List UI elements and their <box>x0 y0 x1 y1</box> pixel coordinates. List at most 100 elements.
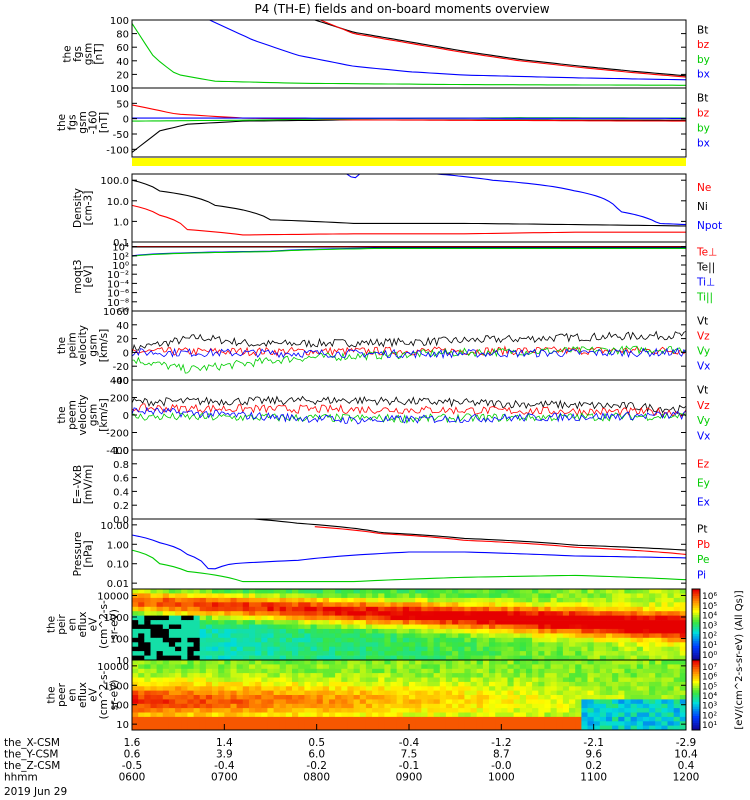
spectrogram-cell <box>168 695 176 700</box>
spectrogram-cell <box>279 611 287 616</box>
spectrogram-cell <box>292 677 299 683</box>
spectrogram-cell <box>470 716 478 722</box>
spectrogram-cell <box>495 624 502 630</box>
spectrogram-cell <box>476 642 484 648</box>
spectrogram-cell <box>365 624 373 630</box>
spectrogram-cell <box>279 637 287 643</box>
spectrogram-cell <box>150 602 158 608</box>
spectrogram-cell <box>150 615 158 621</box>
spectrogram-cell <box>587 628 595 634</box>
spectrogram-cell <box>538 633 545 639</box>
spectrogram-cell <box>550 628 558 634</box>
spectrogram-cell <box>249 725 256 731</box>
spectrogram-cell <box>168 615 176 621</box>
spectrogram-cell <box>618 673 625 678</box>
spectrogram-cell <box>402 646 410 652</box>
spectrogram-cell <box>267 651 274 656</box>
spectrogram-cell <box>372 703 379 709</box>
spectrogram-cell <box>661 624 668 630</box>
spectrogram-cell <box>335 699 342 705</box>
y-tick-label: -40 <box>113 376 129 387</box>
spectrogram-cell <box>267 602 274 608</box>
spectrogram-cell <box>168 686 176 692</box>
spectrogram-cell <box>205 611 213 616</box>
panel-frame <box>131 379 687 451</box>
spectrogram-cell <box>513 681 521 687</box>
spectrogram-cell <box>224 712 231 718</box>
spectrogram-cell <box>569 655 576 661</box>
spectrogram-cell <box>550 712 558 718</box>
spectrogram-cell <box>310 660 318 665</box>
spectrogram-cell <box>507 725 515 731</box>
spectrogram-cell <box>489 664 496 670</box>
spectrogram-cell <box>199 695 207 700</box>
spectrogram-cell <box>532 716 539 722</box>
spectrogram-cell <box>372 673 379 678</box>
spectrogram-cell <box>569 628 576 634</box>
y-axis-label: fgs <box>72 46 84 62</box>
spectrogram-cell <box>661 633 668 639</box>
spectrogram-cell <box>230 708 238 713</box>
colorbar-cell <box>692 692 700 696</box>
spectrogram-cell <box>390 664 398 670</box>
spectrogram-cell <box>513 589 521 594</box>
spectrogram-cell <box>261 712 268 718</box>
spectrogram-cell <box>439 708 447 713</box>
spectrogram-cell <box>679 681 687 687</box>
y-axis-label: gsm <box>88 404 100 426</box>
spectrogram-cell <box>575 589 582 594</box>
spectrogram-cell <box>335 677 342 683</box>
spectrogram-cell <box>550 589 558 594</box>
spectrogram-cell <box>409 721 416 727</box>
spectrogram-cell <box>649 597 656 603</box>
spectrogram-cell <box>544 681 551 687</box>
spectrogram-cell <box>402 589 410 594</box>
colorbar-cell <box>692 624 700 628</box>
spectrogram-cell <box>581 695 588 700</box>
spectrogram-cell <box>476 606 484 612</box>
spectrogram-cell <box>593 712 601 718</box>
spectrogram-cell <box>372 721 379 727</box>
spectrogram-cell <box>673 681 681 687</box>
spectrogram-cell <box>218 690 225 696</box>
spectrogram-cell <box>316 597 324 603</box>
spectrogram-cell <box>415 593 422 599</box>
spectrogram-cell <box>636 624 644 630</box>
spectrogram-cell <box>347 681 354 687</box>
series-line-vy <box>132 345 687 374</box>
spectrogram-cell <box>649 606 656 612</box>
spectrogram-cell <box>187 712 194 718</box>
spectrogram-cell <box>156 606 164 612</box>
spectrogram-cell <box>673 624 681 630</box>
spectrogram-cell <box>526 593 533 599</box>
spectrogram-cell <box>138 681 145 687</box>
spectrogram-cell <box>452 655 459 661</box>
spectrogram-cell <box>655 597 662 603</box>
spectrogram-cell <box>304 721 311 727</box>
spectrogram-cell <box>212 660 219 665</box>
spectrogram-cell <box>138 664 145 670</box>
spectrogram-cell <box>581 620 588 625</box>
series-line-ti|| <box>131 247 686 257</box>
spectrogram-cell <box>242 651 250 656</box>
spectrogram-cell <box>470 624 478 630</box>
spectrogram-cell <box>452 646 459 652</box>
spectrogram-cell <box>249 615 256 621</box>
spectrogram-cell <box>482 655 490 661</box>
spectrogram-cell <box>144 606 151 612</box>
spectrogram-cell <box>532 699 539 705</box>
spectrogram-cell <box>575 611 582 616</box>
spectrogram-cell <box>624 624 631 630</box>
spectrogram-cell <box>372 681 379 687</box>
spectrogram-cell <box>316 660 324 665</box>
spectrogram-cell <box>569 712 576 718</box>
spectrogram-cell <box>624 646 631 652</box>
spectrogram-cell <box>482 695 490 700</box>
spectrogram-cell <box>242 620 250 625</box>
spectrogram-cell <box>464 593 471 599</box>
spectrogram-cell <box>513 660 521 665</box>
spectrogram-cell <box>550 602 558 608</box>
spectrogram-cell <box>606 624 613 630</box>
spectrogram-cell <box>359 668 367 674</box>
spectrogram-cell <box>445 690 453 696</box>
